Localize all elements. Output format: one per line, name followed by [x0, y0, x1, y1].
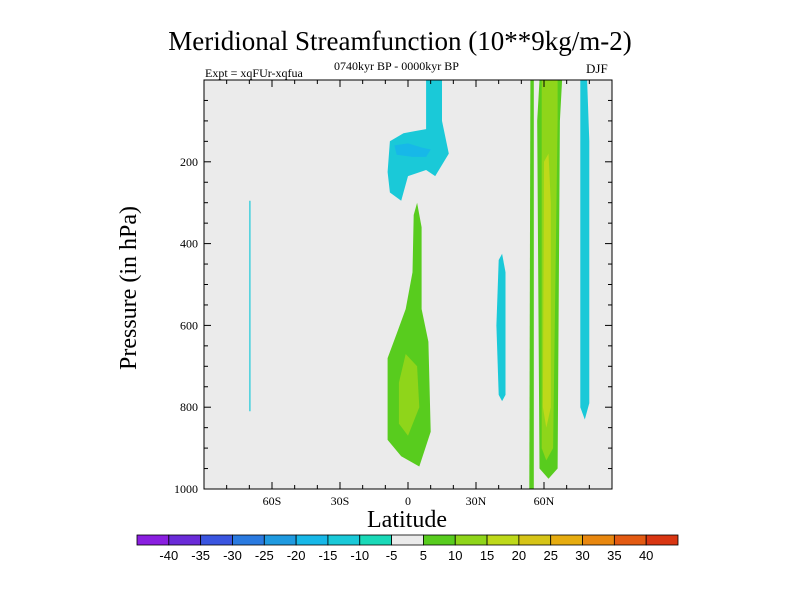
colorbar-label: 25 — [543, 548, 557, 563]
y-tick-label: 1000 — [174, 482, 198, 496]
colorbar-label: -35 — [191, 548, 210, 563]
colorbar-swatch — [359, 534, 392, 546]
colorbar-swatch — [168, 534, 202, 546]
colorbar-label: -40 — [159, 548, 178, 563]
contour-region-pos-core-60n — [542, 153, 551, 428]
period-label: 0740kyr BP - 0000kyr BP — [334, 59, 459, 73]
colorbar-label: 5 — [420, 548, 427, 563]
colorbar-swatch — [391, 534, 424, 546]
colorbar-label: -25 — [255, 548, 274, 563]
contour-region-pos-core-equator — [398, 354, 420, 436]
x-tick-label: 30N — [466, 494, 487, 508]
colorbar-swatch — [136, 534, 170, 546]
x-tick-label: 30S — [331, 494, 350, 508]
colorbar-swatch — [454, 534, 488, 546]
x-tick-label: 60S — [263, 494, 282, 508]
colorbar-swatch — [582, 534, 615, 546]
contour-region-pos-lower-equator — [387, 202, 431, 467]
colorbar-swatch — [327, 534, 361, 546]
y-tick-label: 600 — [180, 318, 198, 332]
colorbar-label: -5 — [386, 548, 398, 563]
x-axis-label: Latitude — [367, 507, 447, 533]
contour-region-neg-strip-40n — [496, 253, 506, 402]
colorbar-label: -30 — [223, 548, 242, 563]
contour-region-neg-inner-equator — [394, 143, 431, 157]
colorbar-swatch — [645, 534, 679, 546]
season-label: DJF — [586, 61, 608, 76]
colorbar-swatch — [550, 534, 583, 546]
y-tick-label: 800 — [180, 400, 198, 414]
colorbar-swatch — [423, 534, 456, 546]
contour-region-neg-upper-equator — [387, 80, 449, 201]
colorbar-label: 20 — [512, 548, 526, 563]
y-axis-label: Pressure (in hPa) — [116, 206, 142, 370]
colorbar-label: -20 — [287, 548, 306, 563]
colorbar-swatch — [518, 534, 552, 546]
colorbar-swatch — [613, 534, 647, 546]
colorbar-swatch — [263, 534, 297, 546]
contour-region-neg-strip-60s — [249, 200, 251, 412]
colorbar-label: -10 — [350, 548, 369, 563]
x-tick-label: 0 — [405, 494, 411, 508]
colorbar-label: 15 — [480, 548, 494, 563]
colorbar-swatch — [486, 534, 520, 546]
colorbar-label: 10 — [448, 548, 462, 563]
colorbar-label: 40 — [639, 548, 653, 563]
colorbar-swatch — [295, 534, 329, 546]
colorbar-label: -15 — [319, 548, 338, 563]
y-tick-label: 200 — [180, 155, 198, 169]
chart-title: Meridional Streamfunction (10**9kg/m-2) — [168, 26, 632, 56]
y-tick-label: 400 — [180, 237, 198, 251]
contour-region-neg-strip-78n — [580, 80, 590, 420]
x-tick-label: 60N — [534, 494, 555, 508]
colorbar-label: 30 — [575, 548, 589, 563]
experiment-label: Expt = xqFUr-xqfua — [205, 66, 303, 80]
contour-region-pos-strip-55n — [529, 80, 534, 489]
colorbar-label: 35 — [607, 548, 621, 563]
colorbar-swatch — [232, 534, 265, 546]
colorbar-swatch — [200, 534, 233, 546]
